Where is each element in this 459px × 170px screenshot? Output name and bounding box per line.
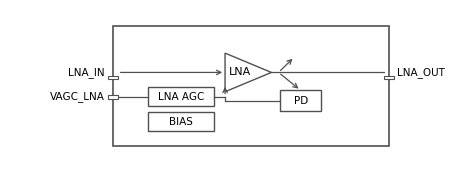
Bar — [148, 87, 214, 106]
Bar — [107, 75, 118, 79]
Bar — [383, 75, 393, 79]
Text: LNA_OUT: LNA_OUT — [396, 67, 444, 78]
Bar — [280, 90, 320, 111]
Bar — [148, 112, 214, 131]
Text: VAGC_LNA: VAGC_LNA — [50, 91, 105, 103]
Text: LNA: LNA — [228, 67, 251, 77]
Polygon shape — [224, 53, 271, 92]
Text: LNA AGC: LNA AGC — [158, 92, 204, 102]
Text: PD: PD — [293, 96, 307, 106]
Text: LNA_IN: LNA_IN — [68, 67, 105, 78]
Text: BIAS: BIAS — [169, 116, 193, 126]
Bar — [107, 95, 118, 99]
Bar — [112, 26, 388, 146]
